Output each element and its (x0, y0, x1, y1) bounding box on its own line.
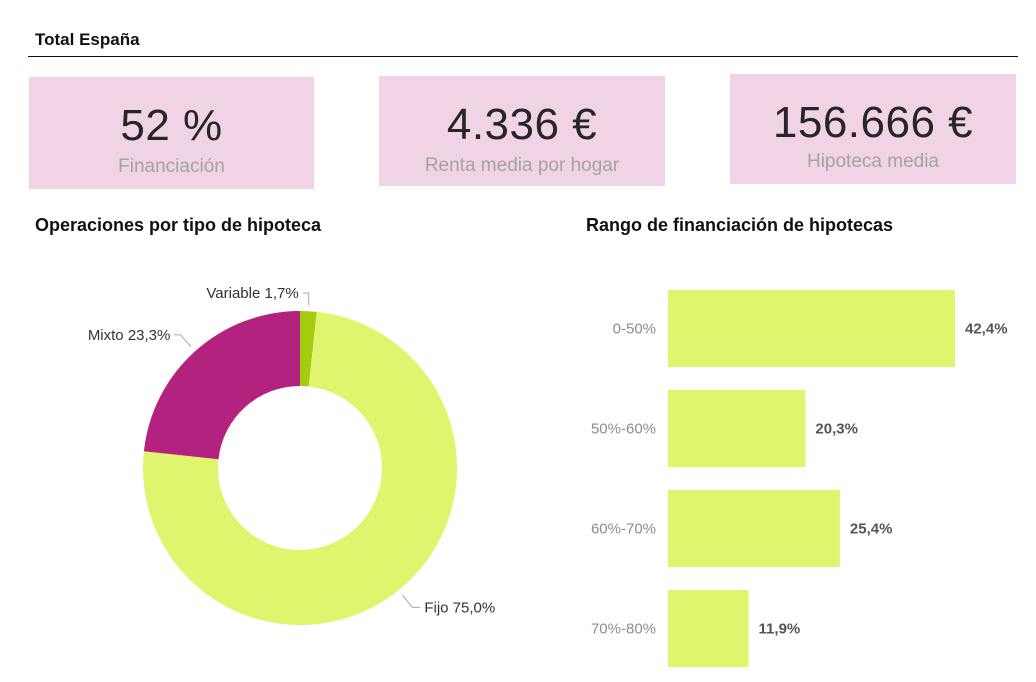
bar (668, 290, 955, 367)
bar (668, 490, 840, 567)
kpi-label: Financiación (118, 156, 225, 177)
leader-line (401, 594, 421, 608)
category-label: 50%-60% (591, 421, 656, 438)
label-fijo: Fijo 75,0% (424, 599, 495, 616)
category-label: 70%-80% (591, 621, 656, 638)
bar-chart-title: Rango de financiación de hipotecas (586, 215, 894, 235)
bar-value-label: 42,4% (965, 321, 1008, 338)
bar-chart: 0-50% 42,4% 50%-60% 20,3% 60%-70% 25,4% 70%-80… (591, 290, 1008, 667)
category-label: 60%-70% (591, 521, 656, 538)
bar-value-label: 25,4% (850, 521, 893, 538)
slice-variable (300, 311, 317, 387)
bar (668, 590, 749, 667)
kpi-label: Hipoteca media (806, 151, 940, 172)
label-variable: Variable 1,7% (206, 285, 298, 302)
bar-value-label: 11,9% (759, 621, 801, 638)
slice-fijo (143, 311, 458, 625)
leader-line (174, 334, 192, 348)
kpi-card-renta: 4.336 € Renta media por hogar (379, 76, 665, 186)
category-label: 0-50% (613, 321, 656, 338)
kpi-card-hipoteca: 156.666 € Hipoteca media (730, 74, 1016, 184)
donut-chart: Variable 1,7% Fijo 75,0% Mixto 23,3% (88, 285, 495, 625)
kpi-value: 4.336 € (446, 100, 598, 149)
slice-mixto (143, 311, 300, 460)
section-divider (28, 56, 1018, 57)
section-title: Total España (35, 30, 140, 49)
kpi-value: 52 % (120, 101, 223, 150)
kpi-label: Renta media por hogar (424, 155, 620, 176)
kpi-value: 156.666 € (772, 98, 974, 147)
bar-value-label: 20,3% (815, 421, 858, 438)
donut-chart-title: Operaciones por tipo de hipoteca (35, 215, 322, 235)
kpi-card-financiacion: 52 % Financiación (29, 77, 314, 189)
label-mixto: Mixto 23,3% (88, 327, 171, 344)
leader-line (302, 292, 310, 306)
bar (668, 390, 806, 467)
